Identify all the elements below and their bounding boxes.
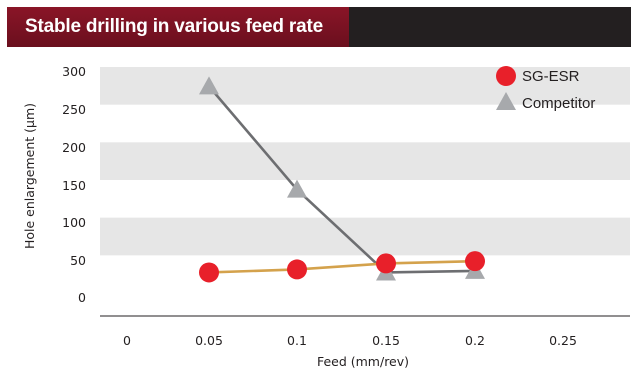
x-tick-label: 0.2: [465, 333, 485, 348]
legend-marker-competitor: [496, 92, 516, 110]
sg-esr-point: [465, 251, 485, 272]
sg-esr-point: [287, 259, 307, 280]
competitor-point: [287, 179, 307, 198]
y-axis-title: Hole enlargement (µm): [22, 103, 37, 249]
series-line-competitor: [208, 85, 476, 274]
sg-esr-point: [376, 253, 396, 274]
title-accent: [7, 7, 349, 47]
legend: SG-ESR Competitor: [496, 66, 595, 112]
x-tick-label: 0: [123, 333, 131, 348]
legend-marker-sg-esr: [496, 66, 516, 86]
grid-band: [100, 217, 630, 256]
y-tick-label: 0: [78, 290, 86, 305]
y-tick-label: 250: [62, 102, 86, 117]
legend-label-sg-esr: SG-ESR: [522, 68, 580, 85]
title-bar: Stable drilling in various feed rate: [7, 7, 631, 47]
y-tick-label: 50: [70, 253, 86, 268]
sg-esr-point: [199, 262, 219, 283]
x-tick-label: 0.05: [195, 333, 223, 348]
chart-title: Stable drilling in various feed rate: [25, 16, 323, 37]
y-tick-labels: 0 50 100 150 200 250 300: [62, 64, 86, 305]
series-line-sg-esr: [208, 259, 476, 274]
x-tick-labels: 0 0.05 0.1 0.15 0.2 0.25: [123, 333, 577, 348]
grid-band: [100, 142, 630, 180]
x-tick-label: 0.15: [372, 333, 400, 348]
legend-label-competitor: Competitor: [522, 95, 595, 112]
y-tick-label: 100: [62, 215, 86, 230]
x-tick-label: 0.1: [287, 333, 307, 348]
competitor-point: [199, 76, 219, 95]
y-tick-label: 200: [62, 140, 86, 155]
x-axis-title: Feed (mm/rev): [317, 354, 409, 369]
y-tick-label: 150: [62, 178, 86, 193]
grid-bands: [100, 67, 630, 256]
x-tick-label: 0.25: [549, 333, 577, 348]
series-layer: [199, 76, 485, 283]
y-tick-label: 300: [62, 64, 86, 79]
grid-band: [100, 67, 630, 105]
